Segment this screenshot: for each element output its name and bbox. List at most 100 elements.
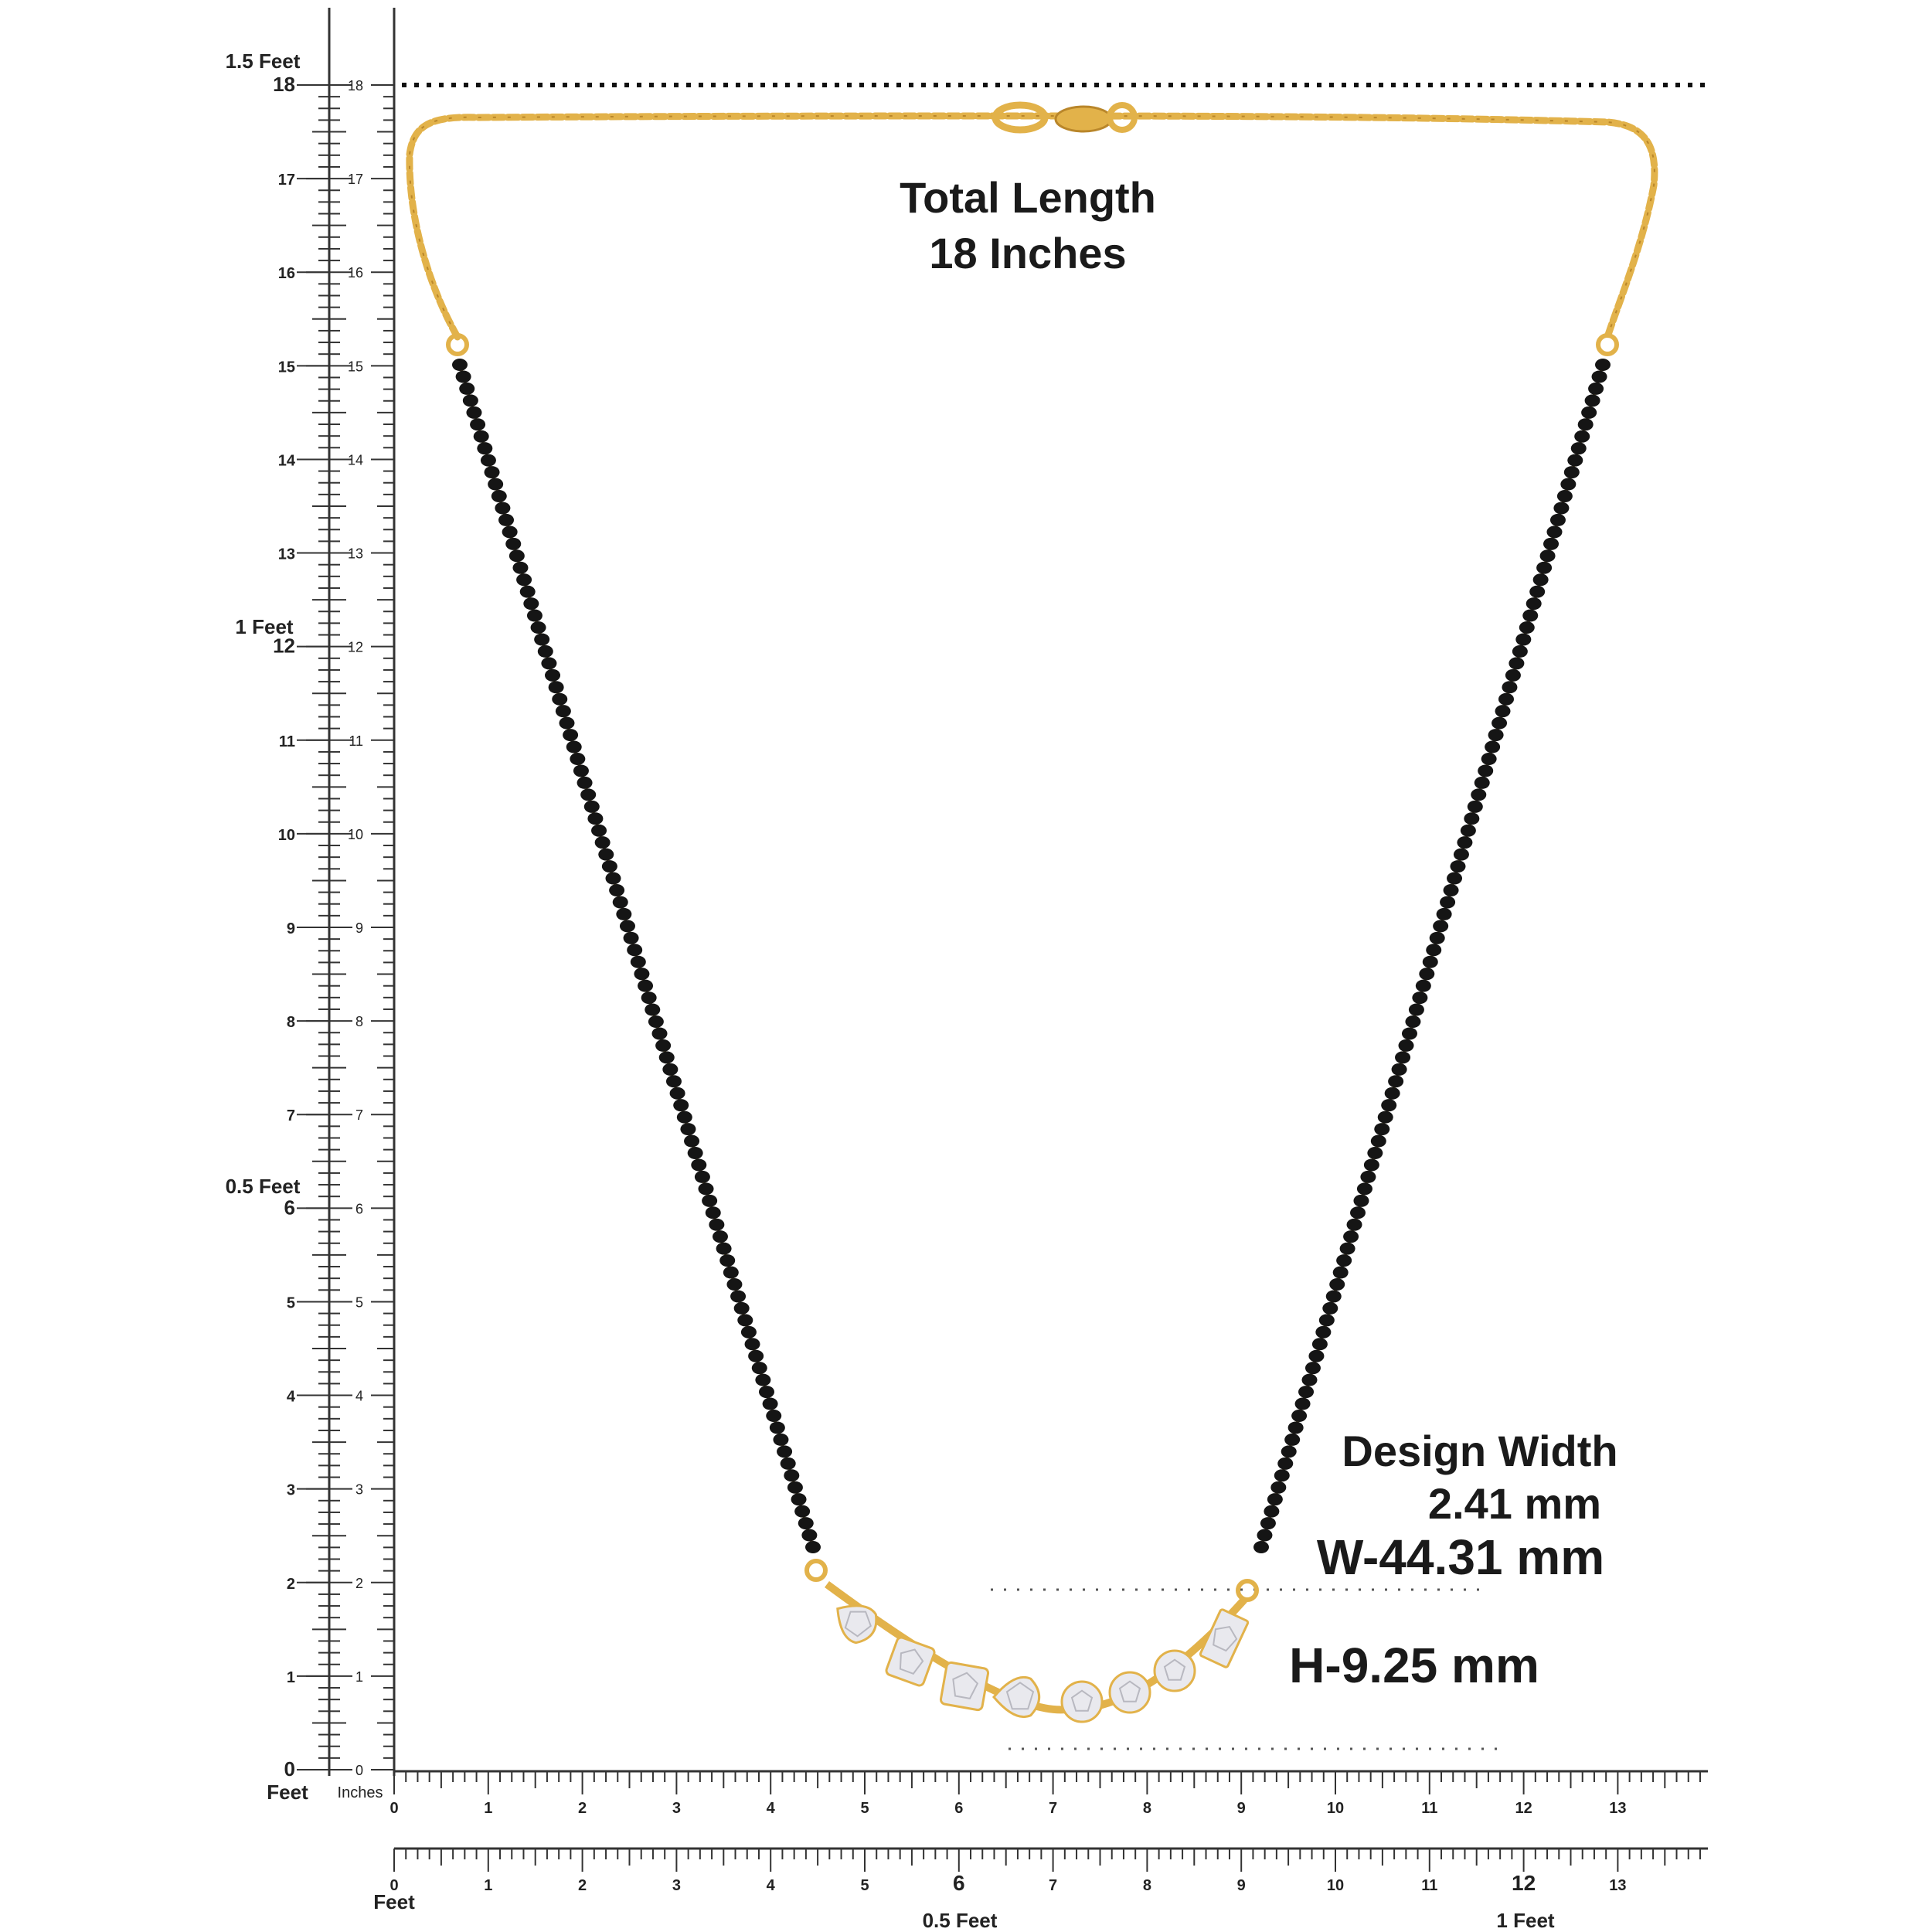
inch-ruler-number: 11	[349, 733, 363, 749]
left-strand-bead	[755, 1373, 771, 1386]
left-strand-bead	[698, 1182, 714, 1196]
measurement-guides	[402, 83, 1709, 1750]
square-stone-2	[939, 1661, 990, 1712]
bottom-ruler-number: 0	[389, 1877, 398, 1894]
right-strand-bead	[1481, 753, 1497, 765]
right-strand-bead	[1588, 382, 1604, 395]
left-strand-bead	[488, 478, 504, 491]
right-strand-bead	[1408, 1003, 1424, 1016]
left-feet-label-0-5: 0.5 Feet	[226, 1175, 301, 1198]
bottom-ruler-number: 1	[484, 1800, 492, 1817]
right-strand-bead	[1346, 1218, 1362, 1231]
left-strand-bead	[694, 1170, 710, 1183]
left-ruler-number: 13	[278, 546, 295, 563]
left-pendant-ring	[804, 1559, 828, 1582]
right-strand-bead	[1260, 1517, 1276, 1530]
right-strand-bead	[1492, 716, 1508, 730]
left-strand-bead	[766, 1410, 782, 1422]
left-strand-bead	[687, 1147, 703, 1159]
right-strand-bead	[1429, 931, 1445, 944]
bottom-ruler-number: 9	[1237, 1800, 1246, 1817]
left-strand-bead	[638, 979, 654, 992]
left-strand-bead	[705, 1206, 721, 1219]
right-chain-end	[1596, 333, 1619, 356]
left-strand-bead	[512, 561, 529, 574]
inch-ruler-number: 0	[355, 1763, 363, 1778]
left-strand-bead	[491, 490, 507, 502]
right-strand-bead	[1294, 1397, 1311, 1410]
left-ruler-number: 2	[287, 1576, 295, 1593]
right-strand-bead	[1253, 1541, 1269, 1553]
baguette-stone	[1199, 1608, 1250, 1668]
right-strand-bead	[1457, 836, 1473, 849]
left-strand-bead	[801, 1529, 818, 1542]
left-strand-bead	[712, 1230, 728, 1243]
left-strand-bead	[645, 1003, 661, 1016]
left-strand-bead	[623, 931, 639, 944]
left-strand-bead	[716, 1242, 732, 1255]
right-strand-bead	[1546, 526, 1563, 539]
left-strand-bead	[709, 1218, 725, 1231]
left-strand-bead	[480, 454, 496, 467]
right-strand-bead	[1267, 1493, 1283, 1506]
inch-ruler-number: 8	[355, 1014, 363, 1029]
right-strand-bead	[1560, 478, 1577, 491]
right-strand-bead	[1419, 968, 1435, 981]
right-strand-bead	[1257, 1529, 1273, 1542]
right-strand-bead	[1529, 585, 1546, 598]
right-strand-bead	[1460, 824, 1476, 837]
right-strand-bead	[1440, 896, 1456, 909]
left-ruler-number: 4	[287, 1389, 296, 1406]
necklace-chain	[406, 101, 1658, 356]
left-strand-bead	[791, 1493, 807, 1506]
right-strand-bead	[1584, 394, 1600, 407]
left-strand-bead	[484, 466, 500, 479]
left-strand-bead	[577, 776, 593, 789]
left-ruler-number: 6	[284, 1196, 295, 1219]
right-strand-bead	[1595, 359, 1611, 371]
left-strand-bead	[580, 788, 597, 801]
right-strand-bead	[1277, 1457, 1294, 1470]
left-strand-bead	[769, 1421, 785, 1434]
left-strand-bead	[601, 860, 617, 873]
left-strand-bead	[630, 955, 646, 968]
inch-ruler-number: 12	[348, 640, 363, 655]
left-strand-bead	[598, 848, 614, 861]
left-chain-end	[446, 333, 469, 356]
left-strand-bead	[594, 836, 611, 849]
left-ruler-number: 1	[287, 1669, 295, 1686]
right-strand-bead	[1553, 502, 1570, 515]
left-strand-bead	[616, 907, 632, 920]
left-strand-bead	[762, 1397, 778, 1410]
inch-ruler-number: 3	[355, 1482, 363, 1498]
left-strand-bead	[684, 1134, 700, 1148]
right-strand-bead	[1388, 1075, 1404, 1088]
left-strand-bead	[559, 716, 575, 730]
right-strand-bead	[1384, 1087, 1400, 1100]
left-strand-bead	[573, 764, 589, 777]
left-strand-bead	[634, 968, 650, 981]
left-strand-bead	[648, 1015, 664, 1028]
bottom-ruler-number: 3	[672, 1800, 681, 1817]
pear-stone-2	[992, 1676, 1041, 1718]
right-strand-bead	[1405, 1015, 1421, 1028]
left-strand-bead	[612, 896, 628, 909]
right-strand-bead	[1464, 812, 1480, 825]
round-stone-2	[1108, 1671, 1151, 1714]
bottom-ruler-number: 4	[767, 1877, 776, 1894]
right-strand-bead	[1526, 597, 1542, 611]
left-strand-bead	[519, 585, 536, 598]
left-ruler-number: 14	[278, 452, 296, 469]
left-ruler-number: 5	[287, 1294, 295, 1311]
left-strand-bead	[627, 944, 643, 957]
left-strand-bead	[537, 645, 553, 658]
left-strand-bead	[609, 884, 625, 896]
right-strand-bead	[1291, 1410, 1308, 1422]
left-strand-bead	[733, 1301, 750, 1315]
right-strand-bead	[1353, 1194, 1369, 1207]
right-pendant-ring	[1236, 1579, 1259, 1602]
right-strand-bead	[1301, 1373, 1318, 1386]
right-strand-bead	[1377, 1111, 1393, 1124]
